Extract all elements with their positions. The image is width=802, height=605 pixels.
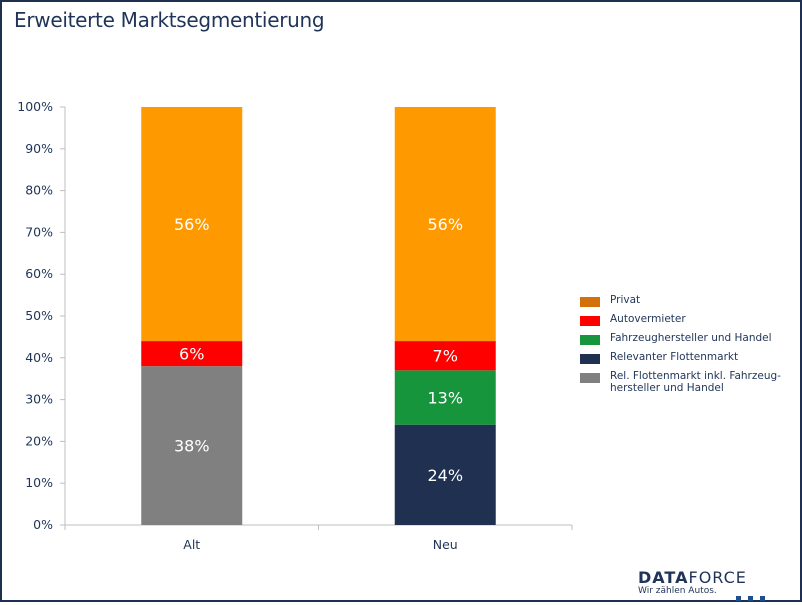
legend-swatch	[580, 354, 600, 364]
legend-swatch	[580, 297, 600, 307]
y-tick-label: 40%	[25, 350, 53, 365]
y-tick-label: 30%	[25, 392, 53, 407]
legend-label: Fahrzeughersteller und Handel	[610, 332, 772, 344]
legend-item: Relevanter Flottenmarkt	[580, 351, 790, 364]
data-label: 7%	[433, 347, 458, 366]
bar-segment	[141, 366, 243, 525]
dataforce-logo: DATAFORCE Wir zählen Autos.	[638, 568, 747, 596]
legend-item: Fahrzeughersteller und Handel	[580, 332, 790, 345]
x-tick-label: Neu	[433, 537, 458, 552]
legend-label: Privat	[610, 294, 641, 306]
logo-tagline: Wir zählen Autos.	[638, 586, 717, 596]
logo-brand-bold: DATA	[638, 568, 689, 587]
chart-legend: Privat Autovermieter Fahrzeughersteller un…	[580, 294, 790, 400]
legend-label: Autovermieter	[610, 313, 686, 325]
data-label: 6%	[179, 345, 204, 364]
legend-label: Rel. Flottenmarkt inkl. Fahrzeug-herstel…	[610, 370, 781, 394]
data-label: 56%	[427, 215, 463, 234]
data-label: 13%	[427, 389, 463, 408]
y-tick-label: 80%	[25, 183, 53, 198]
legend-item: Rel. Flottenmarkt inkl. Fahrzeug-herstel…	[580, 370, 790, 394]
legend-label: Relevanter Flottenmarkt	[610, 351, 739, 363]
y-tick-label: 0%	[33, 517, 53, 532]
bar-segment	[141, 107, 243, 342]
logo-brand-light: FORCE	[688, 568, 747, 587]
y-tick-label: 70%	[25, 224, 53, 239]
bar-segment	[394, 424, 496, 525]
legend-item: Privat	[580, 294, 790, 307]
data-label: 24%	[427, 466, 463, 485]
y-tick-label: 90%	[25, 141, 53, 156]
legend-swatch	[580, 335, 600, 345]
legend-swatch	[580, 373, 600, 383]
y-tick-label: 20%	[25, 433, 53, 448]
y-tick-label: 100%	[17, 99, 53, 114]
bar-segment	[141, 341, 243, 367]
x-tick-label: Alt	[183, 537, 200, 552]
legend-item: Autovermieter	[580, 313, 790, 326]
bar-segment	[394, 107, 496, 342]
y-tick-label: 60%	[25, 266, 53, 281]
y-tick-label: 10%	[25, 475, 53, 490]
legend-swatch	[580, 316, 600, 326]
y-tick-label: 50%	[25, 308, 53, 323]
bar-segment	[394, 341, 496, 371]
data-label: 38%	[174, 437, 210, 456]
bar-segment	[394, 370, 496, 425]
data-label: 56%	[174, 215, 210, 234]
logo-dots-icon	[736, 586, 772, 605]
chart-title: Erweiterte Marktsegmentierung	[14, 8, 325, 32]
